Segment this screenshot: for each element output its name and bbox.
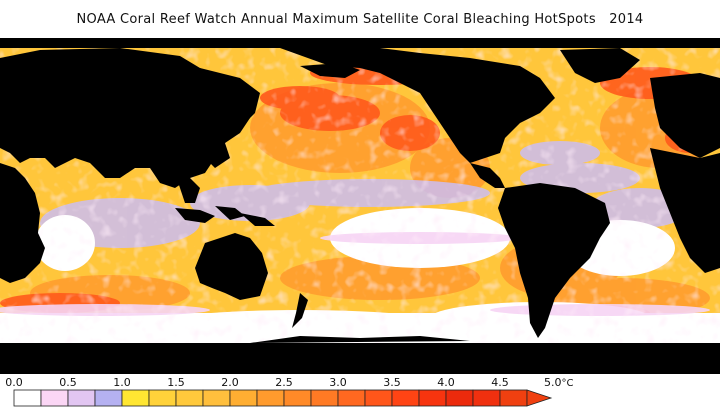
land-japan <box>235 93 248 128</box>
land-europe-east <box>650 73 720 158</box>
land-africa-east <box>650 148 720 273</box>
colorbar-tick-label: 3.5 <box>383 376 401 389</box>
colorbar-tick-label: 4.0 <box>437 376 455 389</box>
colorbar-swatch <box>256 389 285 407</box>
land-greenland <box>560 48 640 83</box>
colorbar-swatch <box>364 389 393 407</box>
colorbar-tick-label: 3.0 <box>329 376 347 389</box>
colorbar-tick-label: 2.0 <box>221 376 239 389</box>
colorbar-swatch <box>13 389 42 407</box>
colorbar-swatch <box>472 389 501 407</box>
colorbar-tick-label: 0.0 <box>5 376 23 389</box>
colorbar-swatch <box>202 389 231 407</box>
land-antarctica <box>0 343 720 374</box>
land-central-america <box>470 163 505 188</box>
map-title: NOAA Coral Reef Watch Annual Maximum Sat… <box>76 12 644 27</box>
land-australia <box>195 233 268 300</box>
colorbar-swatch <box>445 389 474 407</box>
colorbar-swatch <box>229 389 258 407</box>
colorbar-swatch <box>121 389 150 407</box>
land-africa <box>0 163 45 283</box>
colorbar-swatches <box>13 389 553 407</box>
land-masses <box>0 38 720 374</box>
colorbar-swatch <box>94 389 123 407</box>
colorbar-tick-labels: 0.0 0.5 1.0 1.5 2.0 2.5 3.0 3.5 4.0 4.5 5.0°C <box>5 376 573 389</box>
colorbar-arrow <box>526 389 553 407</box>
colorbar-tick-label: 4.5 <box>491 376 509 389</box>
colorbar-swatch <box>310 389 339 407</box>
colorbar-swatch <box>391 389 420 407</box>
colorbar-tick-label: 2.5 <box>275 376 293 389</box>
colorbar-swatch <box>499 389 528 407</box>
land-new-zealand <box>292 293 308 328</box>
colorbar-unit: °C <box>562 378 574 389</box>
land-north-america <box>280 48 555 163</box>
colorbar-swatch <box>148 389 177 407</box>
land-alaska <box>300 63 360 78</box>
colorbar-swatch <box>283 389 312 407</box>
colorbar-tick-label: 1.5 <box>167 376 185 389</box>
colorbar-tick-label: 1.0 <box>113 376 131 389</box>
colorbar-swatch <box>40 389 69 407</box>
colorbar-swatch <box>67 389 96 407</box>
colorbar-legend: 0.0 0.5 1.0 1.5 2.0 2.5 3.0 3.5 4.0 4.5 5.0°C <box>5 376 574 407</box>
land-eurasia <box>0 48 250 188</box>
colorbar-swatch <box>175 389 204 407</box>
colorbar-tick-label: 5.0°C <box>544 376 574 389</box>
colorbar-swatch <box>418 389 447 407</box>
land-indochina <box>175 173 200 203</box>
bleaching-hotspot-map <box>0 38 720 374</box>
land-south-america <box>498 183 610 338</box>
land-indonesia <box>175 206 275 226</box>
colorbar-tick-label: 0.5 <box>59 376 77 389</box>
colorbar-swatch <box>337 389 366 407</box>
